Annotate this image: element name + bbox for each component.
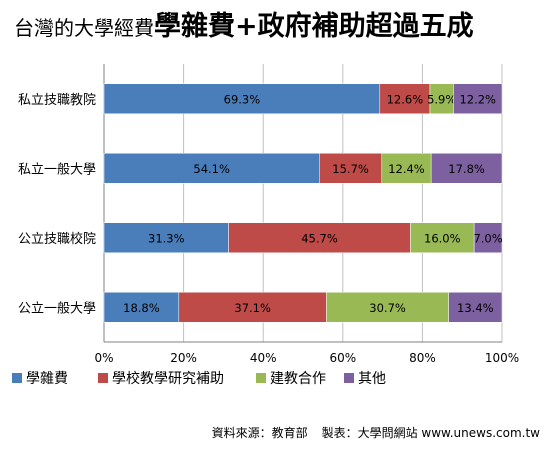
- bar-segment: [453, 83, 503, 114]
- data-label: 18.8%: [123, 301, 160, 315]
- data-label: 31.3%: [148, 231, 185, 245]
- bar-segment: [228, 222, 411, 253]
- data-label: 12.6%: [387, 92, 424, 106]
- footer-credit: 製表：大學問網站 www.unews.com.tw: [321, 426, 540, 440]
- x-tick-label: 100%: [485, 351, 519, 365]
- bar-segment: [430, 153, 503, 184]
- x-tick-label: 80%: [409, 351, 436, 365]
- data-label: 5.9%: [427, 92, 456, 106]
- page-title: 台灣的大學經費 學雜費+政府補助超過五成: [14, 4, 474, 46]
- category-label: 私立技職教院: [18, 92, 96, 108]
- footer-source: 資料來源：教育部: [211, 426, 308, 440]
- legend-swatch: [12, 373, 22, 383]
- legend-swatch: [344, 373, 354, 383]
- x-tick-label: 0%: [94, 351, 113, 365]
- category-label: 私立一般大學: [18, 161, 96, 177]
- data-label: 15.7%: [332, 162, 369, 176]
- bar-segment: [103, 222, 229, 253]
- x-tick-label: 60%: [329, 351, 356, 365]
- data-label: 13.4%: [457, 301, 494, 315]
- data-label: 12.2%: [459, 92, 496, 106]
- legend-swatch: [98, 373, 108, 383]
- data-label: 45.7%: [301, 231, 338, 245]
- data-label: 54.1%: [193, 162, 230, 176]
- legend-label: 學校教學研究補助: [112, 370, 224, 387]
- title-main: 學雜費+政府補助超過五成: [154, 11, 474, 42]
- bar-segment: [103, 153, 320, 184]
- bar-segment: [473, 222, 503, 253]
- category-label: 公立一般大學: [18, 300, 96, 316]
- data-label: 16.0%: [424, 231, 461, 245]
- data-label: 12.4%: [388, 162, 425, 176]
- legend-label: 建教合作: [270, 371, 326, 387]
- x-tick-label: 20%: [170, 351, 197, 365]
- data-label: 30.7%: [369, 301, 406, 315]
- legend-label: 其他: [358, 371, 386, 387]
- data-label: 17.8%: [448, 162, 485, 176]
- bar-segment: [381, 153, 432, 184]
- data-label: 7.0%: [473, 231, 502, 245]
- title-prefix: 台灣的大學經費: [14, 16, 154, 40]
- bar-segment: [448, 292, 503, 323]
- x-tick-label: 40%: [250, 351, 277, 365]
- data-label: 69.3%: [224, 92, 261, 106]
- legend-swatch: [256, 373, 266, 383]
- category-label: 公立技職校院: [18, 231, 96, 247]
- bar-segment: [178, 292, 327, 323]
- data-label: 37.1%: [234, 301, 271, 315]
- bar-segment: [410, 222, 475, 253]
- legend-label: 學雜費: [26, 371, 68, 387]
- footer: 資料來源：教育部 製表：大學問網站 www.unews.com.tw: [212, 424, 540, 441]
